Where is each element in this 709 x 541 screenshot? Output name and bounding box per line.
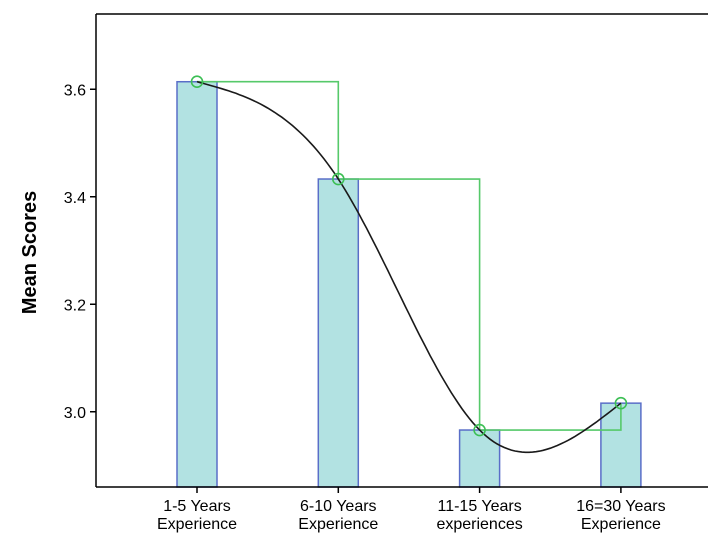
axes-layer <box>90 13 708 493</box>
bar-0 <box>176 80 218 488</box>
y-tick-label-2: 3.4 <box>64 190 86 207</box>
point-marker-0 <box>190 75 204 89</box>
x-tick-label-3-1: Experience <box>581 516 661 533</box>
bar-1 <box>317 178 360 488</box>
y-tick-label-3: 3.6 <box>64 82 86 99</box>
bars-layer <box>176 80 642 488</box>
y-tick-label-1: 3.2 <box>64 297 86 314</box>
bar-2 <box>458 429 501 488</box>
point-marker-2 <box>473 423 486 437</box>
x-tick-label-3-0: 16=30 Years <box>576 498 665 515</box>
x-tick-label-0-1: Experience <box>157 516 237 533</box>
step-line <box>197 80 622 431</box>
x-tick-label-2-0: 11-15 Years <box>437 498 521 515</box>
y-axis-title: Mean Scores <box>19 191 41 314</box>
interpolation-curve <box>196 80 622 454</box>
markers-layer <box>190 75 628 437</box>
x-tick-label-1-0: 6-10 Years <box>300 498 377 515</box>
x-tick-label-0-0: 1-5 Years <box>163 498 231 515</box>
point-marker-1 <box>331 172 345 186</box>
lines-layer <box>196 80 622 454</box>
x-tick-label-1-1: Experience <box>298 516 378 533</box>
point-marker-3 <box>614 396 628 410</box>
x-tick-label-2-1: experiences <box>436 516 522 533</box>
y-tick-label-0: 3.0 <box>64 405 86 422</box>
